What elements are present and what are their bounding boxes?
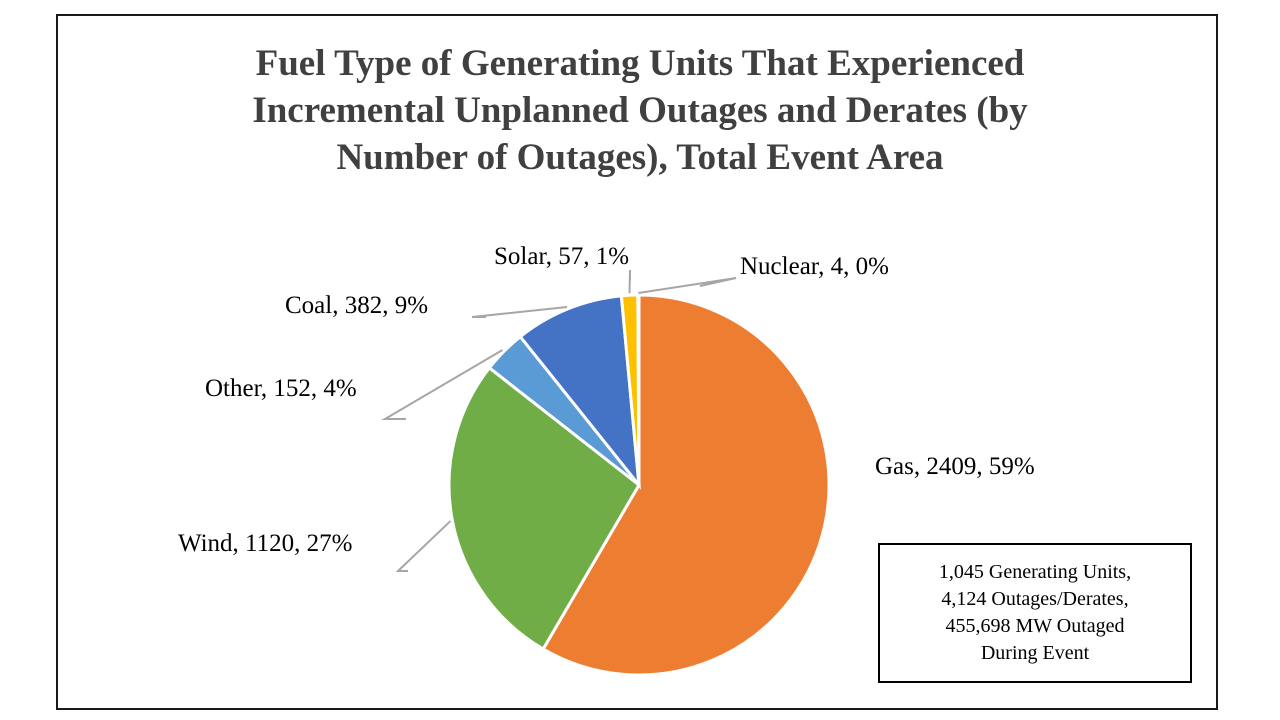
leader-line-coal bbox=[471, 305, 568, 318]
slice-label-nuclear: Nuclear, 4, 0% bbox=[740, 253, 889, 280]
slice-label-solar: Solar, 57, 1% bbox=[494, 243, 629, 270]
summary-line-mw: 455,698 MW Outaged bbox=[945, 615, 1125, 637]
pie-slice-wind bbox=[447, 365, 641, 652]
summary-line-event: During Event bbox=[980, 642, 1090, 664]
pie-slice-gas bbox=[541, 293, 831, 677]
slice-label-other: Other, 152, 4% bbox=[205, 375, 357, 402]
slice-label-coal: Coal, 382, 9% bbox=[285, 292, 428, 319]
pie-slice-coal bbox=[518, 294, 641, 490]
leader-line-other bbox=[381, 349, 504, 420]
leader-line-nuclear bbox=[638, 277, 737, 294]
leader-line-solar bbox=[628, 269, 631, 294]
pie-slice-nuclear bbox=[636, 293, 641, 486]
chart-title: Fuel Type of Generating Units That Exper… bbox=[252, 43, 1028, 178]
summary-line-units: 1,045 Generating Units, bbox=[938, 561, 1132, 583]
slice-label-wind: Wind, 1120, 27% bbox=[178, 530, 352, 557]
summary-box: 1,045 Generating Units, 4,124 Outages/De… bbox=[878, 543, 1192, 683]
slice-label-gas: Gas, 2409, 59% bbox=[875, 453, 1035, 480]
leader-line-wind bbox=[395, 520, 452, 572]
summary-line-outages: 4,124 Outages/Derates, bbox=[941, 588, 1129, 610]
